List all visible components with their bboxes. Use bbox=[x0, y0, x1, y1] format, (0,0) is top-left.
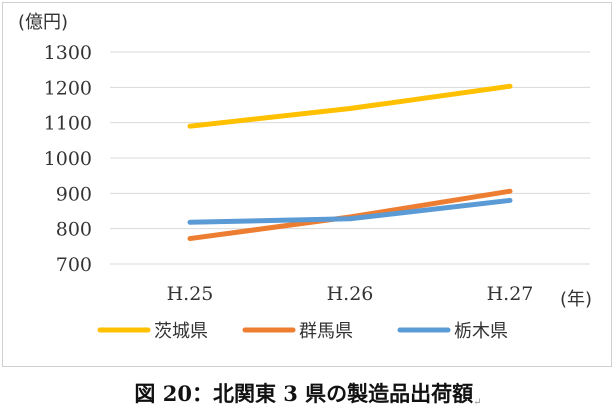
x-axis-ticks: H.25 H.26 H.27 bbox=[167, 283, 534, 305]
legend-label-1: 茨城県 bbox=[154, 321, 208, 342]
x-axis-unit: (年) bbox=[560, 289, 592, 310]
x-tick-label-3: H.27 bbox=[487, 283, 534, 305]
figure-caption: 図 20：北関東 3 県の製造品出荷額↵ bbox=[0, 378, 616, 408]
y-axis-ticks: 700 800 900 1000 1100 1200 1300 bbox=[44, 42, 92, 276]
series-line-1 bbox=[187, 83, 513, 129]
y-tick-label-800: 800 bbox=[56, 219, 92, 241]
x-tick-label-2: H.26 bbox=[327, 283, 374, 305]
y-tick-label-1200: 1200 bbox=[44, 77, 92, 99]
y-tick-label-900: 900 bbox=[56, 183, 92, 205]
gridlines bbox=[110, 51, 590, 265]
paragraph-mark: ↵ bbox=[473, 397, 482, 408]
y-tick-label-1300: 1300 bbox=[44, 42, 92, 64]
chart-frame bbox=[2, 2, 612, 367]
y-tick-label-1100: 1100 bbox=[44, 113, 92, 135]
y-tick-label-1000: 1000 bbox=[44, 148, 92, 170]
y-tick-label-700: 700 bbox=[56, 254, 92, 276]
series-line-3 bbox=[187, 197, 513, 225]
legend-label-3: 栃木県 bbox=[454, 321, 508, 342]
legend-label-2: 群馬県 bbox=[299, 321, 353, 342]
legend: 茨城県 群馬県 栃木県 bbox=[97, 321, 508, 342]
y-axis-unit: (億円) bbox=[18, 12, 68, 33]
series-lines bbox=[187, 83, 513, 242]
x-tick-label-1: H.25 bbox=[167, 283, 214, 305]
series-line-2 bbox=[187, 188, 513, 242]
caption-text: 図 20：北関東 3 県の製造品出荷額 bbox=[134, 381, 474, 406]
